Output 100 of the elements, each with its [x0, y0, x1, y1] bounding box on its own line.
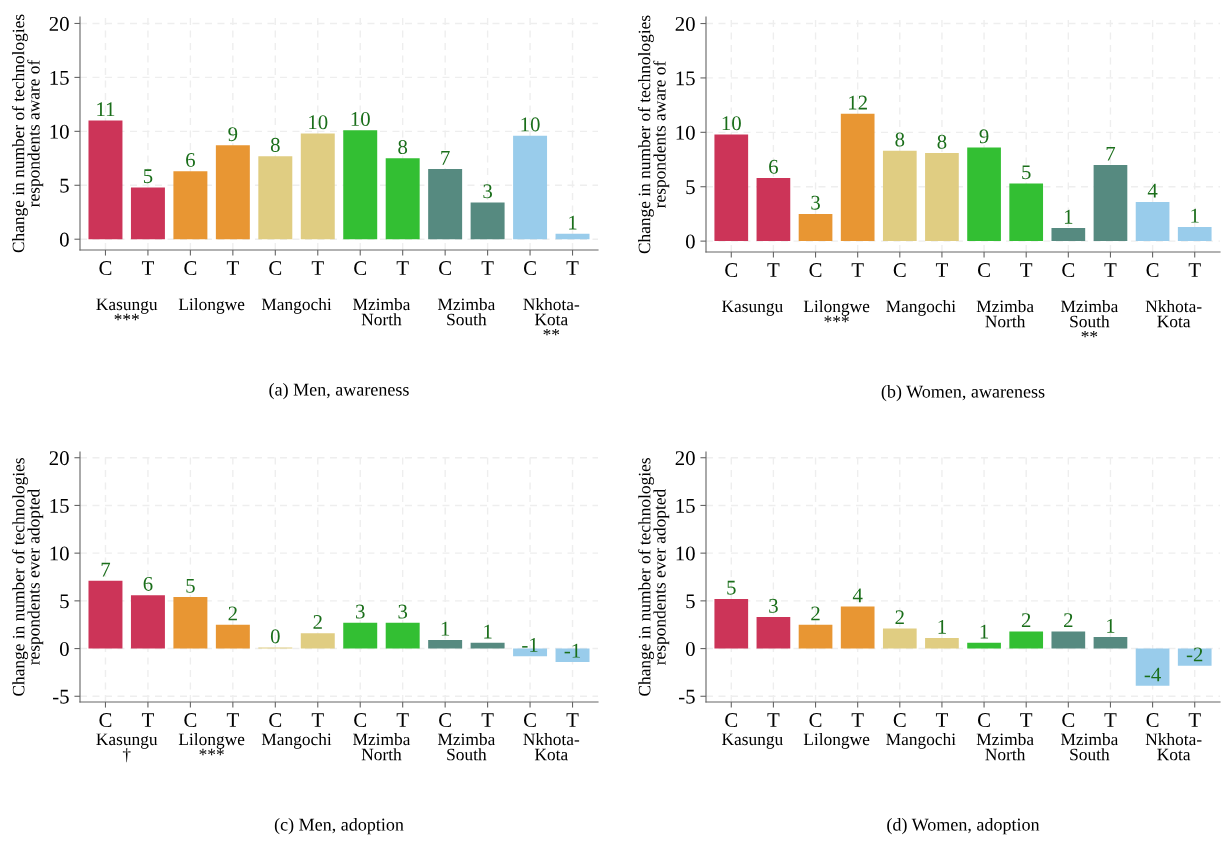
x-tick-label: C [184, 261, 197, 276]
bar [130, 595, 165, 649]
data-label: 1 [980, 624, 989, 639]
data-label: 5 [727, 580, 736, 595]
x-tick-label: T [141, 261, 154, 275]
bar [840, 113, 875, 242]
x-tick-label: C [809, 713, 822, 728]
text: (b) Women, awareness [881, 385, 1045, 402]
bar [1135, 201, 1170, 242]
y-tick-label: 15 [50, 498, 69, 513]
bar [385, 158, 420, 240]
text: Mangochi [886, 733, 956, 749]
y-axis-title: Change in number of technologies respondents ever adopted [12, 458, 44, 696]
x-tick-label: C [1062, 713, 1075, 728]
x-tick-label: C [1146, 713, 1159, 728]
y-tick-label: -5 [679, 689, 695, 704]
text: Lilongwe *** [178, 733, 245, 756]
x-tick-label: T [481, 261, 494, 275]
y-tick-label: 10 [676, 125, 695, 140]
bar [882, 628, 917, 649]
text: Lilongwe *** [803, 300, 870, 323]
y-tick-label: 15 [676, 71, 695, 86]
x-tick-label: C [523, 261, 536, 276]
y-tick-label: 5 [60, 594, 69, 609]
data-label: 10 [351, 111, 370, 127]
y-tick-label: 5 [686, 594, 695, 609]
text: (a) Men, awareness [269, 383, 409, 400]
y-tick-label: 0 [685, 641, 695, 656]
text: Kasungu [721, 733, 783, 749]
bar [343, 622, 378, 649]
bar [130, 187, 165, 240]
data-label: 11 [97, 102, 115, 117]
x-tick-label: C [354, 713, 367, 728]
data-label: 2 [895, 610, 904, 625]
y-tick-label: 0 [59, 641, 69, 656]
data-label: -1 [564, 643, 580, 658]
x-tick-label: T [1020, 263, 1033, 277]
x-tick-label: T [226, 713, 239, 727]
data-label: 7 [101, 562, 111, 577]
bar [1177, 226, 1212, 242]
data-label: 9 [228, 127, 238, 142]
bar [925, 638, 959, 649]
text: Kasungu † [96, 733, 158, 763]
data-label: 10 [309, 115, 328, 130]
x-tick-label: T [1104, 263, 1117, 277]
x-tick-label: T [141, 713, 154, 727]
y-tick-label: 15 [676, 498, 695, 513]
x-tick-label: C [893, 263, 906, 278]
data-label: 3 [398, 604, 408, 619]
bar [470, 202, 505, 240]
bar [173, 597, 208, 649]
bar [428, 169, 463, 240]
bar [714, 598, 749, 649]
data-label: 6 [186, 153, 195, 168]
data-label: 5 [143, 169, 153, 184]
data-label: 1 [569, 215, 577, 230]
x-tick-label: C [977, 713, 990, 728]
text: Lilongwe [178, 298, 245, 314]
bar [1177, 648, 1212, 666]
data-label: 2 [1021, 613, 1031, 627]
bar [428, 639, 463, 649]
x-tick-label: C [725, 263, 738, 278]
x-tick-label: T [1188, 713, 1201, 727]
x-tick-label: T [935, 263, 948, 277]
y-tick-label: 5 [60, 178, 69, 193]
text: (d) Women, adoption [887, 818, 1040, 835]
x-tick-label: T [226, 261, 239, 275]
y-axis-title: Change in number of technologies respondents aware of [637, 15, 670, 254]
text: Mzimba North [353, 733, 411, 761]
text: Mzimba South [437, 733, 496, 761]
text: Nkhota- Kota ** [523, 298, 580, 336]
text: Mangochi [886, 300, 956, 316]
bar [840, 606, 875, 649]
data-label: 2 [811, 606, 820, 621]
x-tick-label: T [1188, 263, 1201, 277]
y-axis-title: Change in number of technologies respondents ever adopted [638, 458, 670, 696]
data-label: 2 [1064, 613, 1073, 627]
x-tick-label: T [935, 713, 948, 727]
data-label: 3 [769, 598, 778, 613]
bar [215, 145, 250, 240]
x-tick-label: C [1062, 263, 1075, 278]
x-tick-label: T [851, 263, 864, 277]
y-tick-label: -5 [53, 689, 69, 704]
data-label: 5 [186, 578, 195, 593]
text: Mzimba South [1060, 733, 1119, 761]
bar [1051, 631, 1086, 649]
bar [967, 147, 1001, 242]
data-label: 2 [313, 615, 322, 629]
data-label: -4 [1144, 667, 1161, 682]
bar [798, 213, 833, 242]
data-label: 7 [1106, 146, 1116, 161]
data-label: 4 [1147, 183, 1158, 198]
x-tick-label: C [269, 713, 282, 728]
data-label: 2 [228, 606, 237, 621]
y-tick-label: 0 [59, 232, 69, 247]
text: Nkhota- Kota [523, 733, 580, 761]
x-tick-label: T [767, 713, 780, 727]
data-label: 7 [441, 151, 450, 165]
bar [1051, 228, 1086, 242]
x-tick-label: T [396, 261, 409, 275]
